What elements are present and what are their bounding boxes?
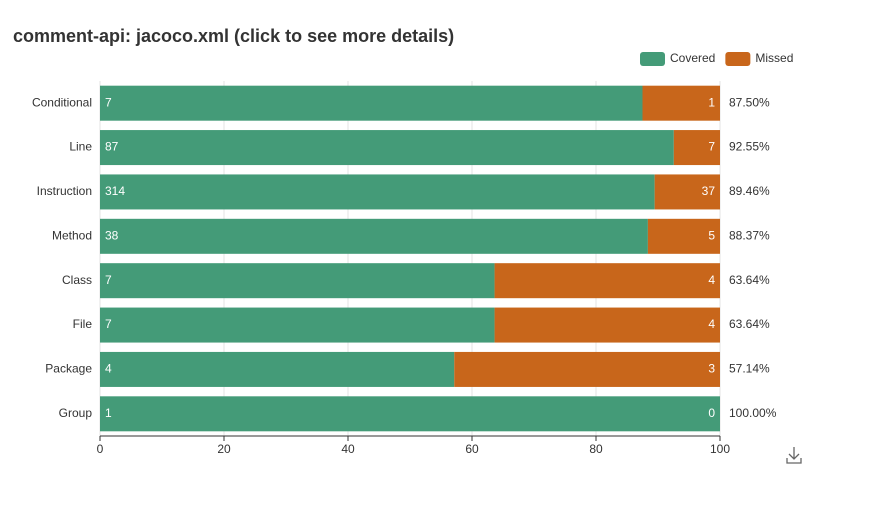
download-icon[interactable] bbox=[786, 447, 802, 464]
percent-label: 100.00% bbox=[729, 406, 777, 420]
bar-missed bbox=[454, 351, 720, 387]
y-tick-label: Class bbox=[62, 273, 92, 287]
data-label: 4 bbox=[708, 273, 715, 287]
y-tick-label: Line bbox=[69, 140, 92, 154]
legend-label: Missed bbox=[755, 51, 793, 65]
data-label: 38 bbox=[105, 228, 119, 242]
data-label: 7 bbox=[105, 95, 112, 109]
y-tick-label: Method bbox=[52, 228, 92, 242]
y-tick-label: Conditional bbox=[32, 95, 92, 109]
percent-label: 88.37% bbox=[729, 228, 770, 242]
data-label: 7 bbox=[105, 273, 112, 287]
data-label: 87 bbox=[105, 140, 119, 154]
x-tick-label: 60 bbox=[465, 442, 479, 456]
bar-missed bbox=[494, 263, 720, 299]
legend-swatch bbox=[725, 52, 751, 66]
data-label: 3 bbox=[708, 362, 715, 376]
percent-label: 87.50% bbox=[729, 95, 770, 109]
bar-missed bbox=[654, 174, 720, 210]
percent-label: 89.46% bbox=[729, 184, 770, 198]
percent-label: 57.14% bbox=[729, 362, 770, 376]
bar-covered bbox=[100, 174, 655, 210]
data-label: 314 bbox=[105, 184, 125, 198]
data-label: 1 bbox=[105, 406, 112, 420]
y-tick-label: Instruction bbox=[37, 184, 92, 198]
bar-missed bbox=[647, 218, 720, 254]
chart-title[interactable]: comment-api: jacoco.xml (click to see mo… bbox=[13, 26, 454, 46]
bar-covered bbox=[100, 263, 495, 299]
data-label: 37 bbox=[702, 184, 716, 198]
percent-label: 63.64% bbox=[729, 273, 770, 287]
bar-missed bbox=[673, 130, 720, 166]
y-tick-label: Group bbox=[59, 406, 93, 420]
data-label: 5 bbox=[708, 228, 715, 242]
data-label: 1 bbox=[708, 95, 715, 109]
data-label: 4 bbox=[708, 317, 715, 331]
x-tick-label: 0 bbox=[97, 442, 104, 456]
bar-covered bbox=[100, 130, 674, 166]
legend-swatch bbox=[640, 52, 665, 66]
percent-label: 63.64% bbox=[729, 317, 770, 331]
x-tick-label: 20 bbox=[217, 442, 231, 456]
bar-covered bbox=[100, 307, 495, 343]
bar-missed bbox=[642, 85, 720, 121]
bar-missed bbox=[494, 307, 720, 343]
bar-covered bbox=[100, 351, 455, 387]
legend-label: Covered bbox=[670, 51, 715, 65]
bar-covered bbox=[100, 85, 643, 121]
data-label: 4 bbox=[105, 362, 112, 376]
x-tick-label: 40 bbox=[341, 442, 355, 456]
bar-covered bbox=[100, 218, 648, 254]
x-tick-label: 100 bbox=[710, 442, 730, 456]
y-tick-label: File bbox=[73, 317, 93, 331]
y-tick-label: Package bbox=[45, 362, 92, 376]
percent-label: 92.55% bbox=[729, 140, 770, 154]
x-tick-label: 80 bbox=[589, 442, 603, 456]
data-label: 7 bbox=[708, 140, 715, 154]
bar-covered bbox=[100, 396, 720, 432]
data-label: 7 bbox=[105, 317, 112, 331]
data-label: 0 bbox=[708, 406, 715, 420]
